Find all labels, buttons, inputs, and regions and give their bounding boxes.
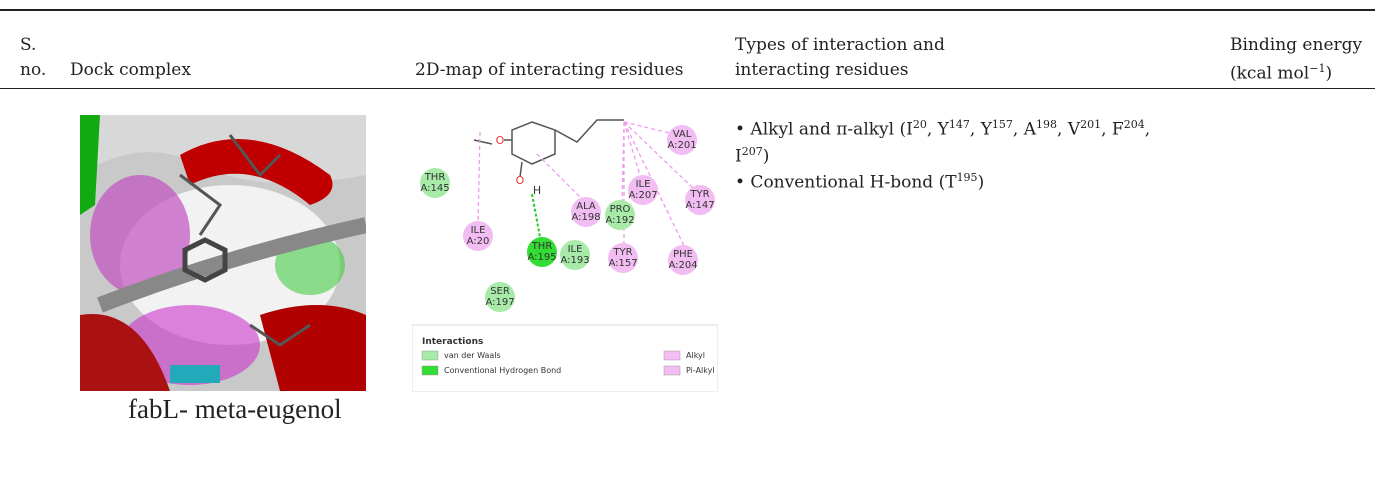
header-rule bbox=[0, 88, 1375, 89]
dock-image bbox=[80, 115, 366, 391]
residue-node bbox=[605, 200, 635, 230]
residue-id: A:201 bbox=[667, 140, 696, 151]
legend-label: Alkyl bbox=[686, 351, 705, 360]
residue-node bbox=[420, 168, 450, 198]
residue-name: ILE bbox=[471, 225, 486, 236]
residue-id: A:192 bbox=[605, 215, 634, 226]
legend-label: Conventional Hydrogen Bond bbox=[444, 366, 561, 375]
residue-node bbox=[560, 240, 590, 270]
text-run: , F bbox=[1101, 119, 1124, 140]
residue-name: THR bbox=[531, 241, 553, 252]
text-run: • Alkyl and π-alkyl (I bbox=[735, 119, 913, 140]
top-rule bbox=[0, 9, 1375, 11]
residue-id: A:198 bbox=[571, 212, 600, 223]
residue-name: TYR bbox=[689, 189, 709, 200]
text-run: Binding energy bbox=[1230, 35, 1363, 55]
caption: fabL- meta-eugenol bbox=[128, 394, 342, 424]
text-run: , A bbox=[1012, 119, 1037, 140]
text-run: I bbox=[735, 146, 742, 167]
superscript: 207 bbox=[741, 144, 763, 158]
header-types-2: interacting residues bbox=[735, 60, 909, 80]
residue-name: PRO bbox=[610, 204, 631, 215]
residue-node bbox=[485, 282, 515, 312]
residue-node bbox=[668, 245, 698, 275]
residue-node bbox=[685, 185, 715, 215]
atom-label: H bbox=[533, 184, 541, 197]
text-run: ) bbox=[1325, 63, 1333, 84]
residue-id: A:197 bbox=[485, 297, 514, 308]
header-types-1: Types of interaction and bbox=[735, 35, 945, 55]
residue-name: VAL bbox=[673, 129, 692, 140]
residue-node bbox=[608, 243, 638, 273]
residue-id: A:145 bbox=[420, 183, 449, 194]
legend-swatch bbox=[663, 365, 681, 376]
legend-label: Pi-Alkyl bbox=[686, 366, 715, 375]
residue-id: A:20 bbox=[467, 236, 490, 247]
atom-label: O bbox=[516, 174, 525, 187]
superscript: −1 bbox=[1309, 62, 1326, 75]
header-sno-1: S. bbox=[20, 35, 37, 55]
text-run: , V bbox=[1057, 119, 1081, 140]
residue-node bbox=[571, 197, 601, 227]
interaction-list: • Alkyl and π-alkyl (I20, Y147, Y157, A1… bbox=[735, 114, 1150, 194]
residue-name: THR bbox=[424, 172, 446, 183]
atom-label: O bbox=[496, 134, 505, 147]
residue-id: A:207 bbox=[628, 190, 657, 201]
residue-node bbox=[628, 175, 658, 205]
residue-node bbox=[527, 237, 557, 267]
residue-node bbox=[667, 125, 697, 155]
residue-name: ILE bbox=[636, 179, 651, 190]
superscript: 198 bbox=[1036, 118, 1058, 131]
text-run: , bbox=[1144, 119, 1151, 140]
residue-id: A:204 bbox=[668, 260, 697, 271]
interaction-item: • Alkyl and π-alkyl (I20, Y147, Y157, A1… bbox=[735, 114, 1150, 167]
text-run: • Conventional H-bond (T bbox=[735, 172, 957, 193]
legend-label: van der Waals bbox=[444, 351, 501, 360]
legend-swatch bbox=[663, 350, 681, 361]
residue-node bbox=[463, 221, 493, 251]
header-energy: Binding energy (kcal mol−1) bbox=[1230, 33, 1375, 86]
residue-id: A:193 bbox=[560, 255, 589, 266]
residue-name: PHE bbox=[673, 249, 693, 260]
text-run: , Y bbox=[969, 119, 992, 140]
superscript: 20 bbox=[912, 118, 927, 131]
residue-name: SER bbox=[490, 286, 510, 297]
interaction-item: • Conventional H-bond (T195) bbox=[735, 167, 1150, 194]
residue-name: ILE bbox=[568, 244, 583, 255]
residue-name: ALA bbox=[576, 201, 596, 212]
residue-id: A:195 bbox=[527, 252, 556, 263]
legend-swatch bbox=[421, 350, 439, 361]
residue-name: TYR bbox=[612, 247, 632, 258]
text-run: , Y bbox=[926, 119, 949, 140]
residue-id: A:157 bbox=[608, 258, 637, 269]
superscript: 147 bbox=[948, 118, 970, 131]
superscript: 195 bbox=[956, 171, 978, 185]
legend-title: Interactions bbox=[422, 337, 483, 347]
superscript: 157 bbox=[991, 118, 1013, 131]
superscript: 204 bbox=[1123, 118, 1145, 131]
text-run: ) bbox=[977, 172, 985, 193]
legend-swatch bbox=[421, 365, 439, 376]
residue-id: A:147 bbox=[685, 200, 714, 211]
header-dock: Dock complex bbox=[70, 60, 191, 80]
text-run: ) bbox=[762, 146, 770, 167]
text-run: (kcal mol bbox=[1230, 63, 1310, 84]
header-map: 2D-map of interacting residues bbox=[415, 60, 684, 80]
header-sno-2: no. bbox=[20, 60, 47, 80]
superscript: 201 bbox=[1080, 118, 1102, 131]
